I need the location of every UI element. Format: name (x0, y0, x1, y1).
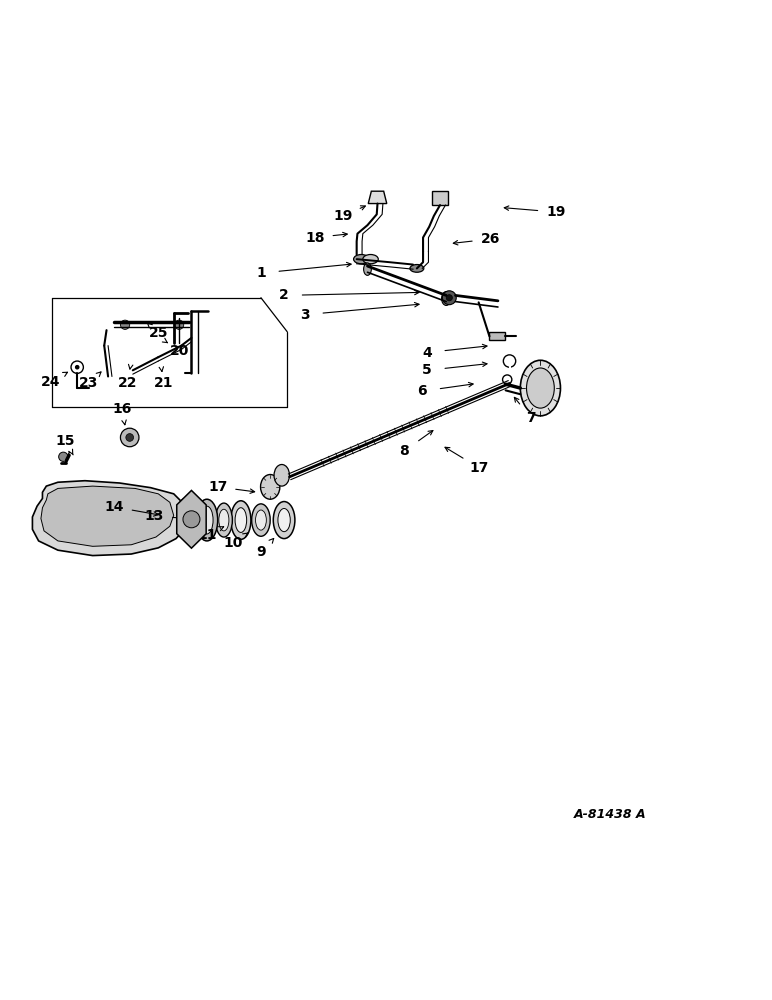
Ellipse shape (527, 368, 554, 408)
Text: 7: 7 (527, 411, 536, 425)
Text: 17: 17 (208, 480, 228, 494)
Polygon shape (41, 486, 174, 546)
Ellipse shape (196, 499, 218, 541)
Circle shape (183, 511, 200, 528)
Text: 12: 12 (174, 518, 194, 532)
Ellipse shape (274, 464, 290, 486)
Ellipse shape (410, 265, 424, 272)
Ellipse shape (364, 263, 371, 275)
Polygon shape (32, 481, 188, 556)
Text: 2: 2 (279, 288, 289, 302)
Polygon shape (489, 332, 505, 340)
Ellipse shape (201, 506, 213, 534)
Text: 24: 24 (40, 375, 60, 389)
Text: 13: 13 (144, 509, 164, 523)
Ellipse shape (252, 504, 270, 536)
Text: 15: 15 (56, 434, 76, 448)
Circle shape (442, 291, 456, 305)
Text: 16: 16 (112, 402, 132, 416)
Text: 3: 3 (300, 308, 310, 322)
Text: 18: 18 (305, 231, 325, 245)
Text: 23: 23 (79, 376, 99, 390)
Ellipse shape (260, 475, 279, 499)
Ellipse shape (231, 501, 251, 539)
Circle shape (446, 295, 452, 301)
Text: 25: 25 (148, 326, 168, 340)
Circle shape (75, 365, 80, 370)
Text: 8: 8 (399, 444, 408, 458)
Circle shape (120, 428, 139, 447)
Ellipse shape (520, 360, 560, 416)
Circle shape (174, 320, 184, 329)
Text: 20: 20 (170, 344, 190, 358)
Text: 26: 26 (480, 232, 500, 246)
Ellipse shape (256, 510, 266, 530)
Ellipse shape (354, 255, 369, 264)
Ellipse shape (273, 502, 295, 539)
Text: 19: 19 (546, 205, 566, 219)
Ellipse shape (218, 509, 229, 531)
Ellipse shape (215, 503, 232, 537)
Polygon shape (432, 191, 448, 205)
Polygon shape (368, 191, 387, 204)
Ellipse shape (177, 498, 194, 536)
Text: 9: 9 (256, 545, 266, 559)
Text: 17: 17 (469, 461, 489, 475)
Text: 10: 10 (223, 536, 243, 550)
Ellipse shape (235, 508, 246, 532)
Polygon shape (177, 490, 206, 548)
Text: 22: 22 (117, 376, 137, 390)
Circle shape (126, 434, 134, 441)
Text: 21: 21 (154, 376, 174, 390)
Text: 11: 11 (197, 528, 217, 542)
Ellipse shape (363, 255, 378, 264)
Circle shape (59, 452, 68, 461)
Text: 5: 5 (422, 363, 432, 377)
Ellipse shape (442, 292, 451, 305)
Text: 19: 19 (334, 209, 354, 223)
Text: A-81438 A: A-81438 A (574, 808, 646, 821)
Circle shape (120, 320, 130, 329)
Text: 1: 1 (256, 266, 266, 280)
Text: 4: 4 (422, 346, 432, 360)
Text: 6: 6 (418, 384, 427, 398)
Ellipse shape (278, 508, 290, 532)
Text: 14: 14 (104, 500, 124, 514)
